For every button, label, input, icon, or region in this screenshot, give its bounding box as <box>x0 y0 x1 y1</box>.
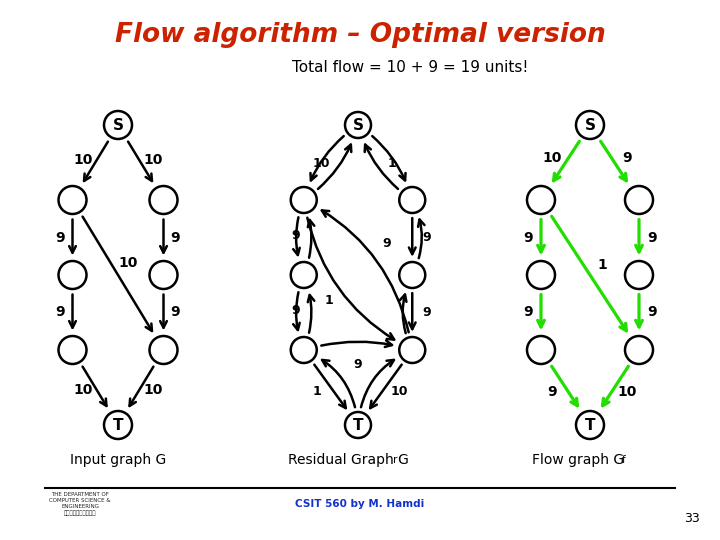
FancyArrowPatch shape <box>307 218 394 340</box>
FancyArrowPatch shape <box>128 141 152 181</box>
FancyArrowPatch shape <box>538 294 544 327</box>
Circle shape <box>576 111 604 139</box>
Text: 1: 1 <box>312 385 321 398</box>
Text: Input graph G: Input graph G <box>70 453 166 467</box>
Text: 9: 9 <box>354 357 362 370</box>
Text: THE DEPARTMENT OF
COMPUTER SCIENCE &
ENGINEERING
計算機科學及工程學系: THE DEPARTMENT OF COMPUTER SCIENCE & ENG… <box>49 492 111 516</box>
Text: 9: 9 <box>422 231 431 244</box>
Text: 9: 9 <box>291 229 300 242</box>
Text: T: T <box>113 417 123 433</box>
Text: T: T <box>353 417 364 433</box>
Text: Total flow = 10 + 9 = 19 units!: Total flow = 10 + 9 = 19 units! <box>292 59 528 75</box>
Text: 9: 9 <box>382 237 391 250</box>
Circle shape <box>345 412 371 438</box>
Text: 9: 9 <box>647 231 657 245</box>
Text: 33: 33 <box>684 511 700 524</box>
Text: f: f <box>622 455 626 465</box>
FancyArrowPatch shape <box>318 145 351 189</box>
FancyArrowPatch shape <box>322 360 355 407</box>
Text: Residual Graph G: Residual Graph G <box>287 453 408 467</box>
Text: 10: 10 <box>143 383 163 397</box>
Circle shape <box>58 261 86 289</box>
Text: 9: 9 <box>291 304 300 317</box>
Text: T: T <box>585 417 595 433</box>
Circle shape <box>150 336 178 364</box>
FancyArrowPatch shape <box>310 136 343 180</box>
Text: 10: 10 <box>73 152 93 166</box>
FancyArrowPatch shape <box>160 219 167 253</box>
Circle shape <box>400 262 426 288</box>
Text: 9: 9 <box>171 306 180 320</box>
FancyArrowPatch shape <box>365 145 398 189</box>
FancyArrowPatch shape <box>69 294 76 328</box>
Circle shape <box>625 186 653 214</box>
Text: S: S <box>353 118 364 132</box>
Circle shape <box>104 411 132 439</box>
Text: 9: 9 <box>422 306 431 319</box>
FancyArrowPatch shape <box>636 294 642 327</box>
Text: Flow graph G: Flow graph G <box>532 453 624 467</box>
FancyArrowPatch shape <box>308 295 315 333</box>
Text: S: S <box>585 118 595 132</box>
FancyArrowPatch shape <box>400 294 406 333</box>
Text: 9: 9 <box>523 306 533 320</box>
Text: 9: 9 <box>623 152 632 165</box>
FancyArrowPatch shape <box>554 141 580 181</box>
FancyArrowPatch shape <box>293 292 300 330</box>
Circle shape <box>345 112 371 138</box>
FancyArrowPatch shape <box>538 219 544 252</box>
FancyArrowPatch shape <box>603 366 629 406</box>
FancyArrowPatch shape <box>322 211 409 332</box>
Circle shape <box>527 186 555 214</box>
Text: 10: 10 <box>118 256 138 270</box>
Circle shape <box>625 261 653 289</box>
Circle shape <box>527 261 555 289</box>
Text: 1: 1 <box>597 258 607 272</box>
Text: CSIT 560 by M. Hamdi: CSIT 560 by M. Hamdi <box>295 499 425 509</box>
FancyArrowPatch shape <box>321 340 392 347</box>
Circle shape <box>150 186 178 214</box>
FancyArrowPatch shape <box>130 367 153 406</box>
Text: 9: 9 <box>55 306 66 320</box>
Circle shape <box>576 411 604 439</box>
FancyArrowPatch shape <box>409 218 415 254</box>
FancyArrowPatch shape <box>600 141 626 181</box>
Text: 9: 9 <box>647 306 657 320</box>
Circle shape <box>291 337 317 363</box>
FancyArrowPatch shape <box>552 366 577 406</box>
Text: Flow algorithm – Optimal version: Flow algorithm – Optimal version <box>114 22 606 48</box>
FancyArrowPatch shape <box>315 364 346 408</box>
Circle shape <box>58 336 86 364</box>
FancyArrowPatch shape <box>84 141 108 181</box>
Circle shape <box>400 337 426 363</box>
FancyArrowPatch shape <box>372 136 405 180</box>
Text: 9: 9 <box>171 231 180 245</box>
Text: 9: 9 <box>523 231 533 245</box>
Circle shape <box>104 111 132 139</box>
Text: 9: 9 <box>548 384 557 399</box>
FancyArrowPatch shape <box>308 220 315 258</box>
Text: 10: 10 <box>618 384 637 399</box>
FancyArrowPatch shape <box>160 294 167 328</box>
Text: 9: 9 <box>55 231 66 245</box>
Circle shape <box>527 336 555 364</box>
Text: 10: 10 <box>73 383 93 397</box>
Circle shape <box>400 187 426 213</box>
Text: S: S <box>112 118 124 132</box>
FancyArrowPatch shape <box>83 217 152 331</box>
FancyArrowPatch shape <box>409 293 415 329</box>
FancyArrowPatch shape <box>361 360 394 407</box>
FancyArrowPatch shape <box>293 217 300 255</box>
Circle shape <box>291 262 317 288</box>
FancyArrowPatch shape <box>552 217 626 330</box>
Text: 10: 10 <box>313 157 330 170</box>
Text: 10: 10 <box>390 385 408 398</box>
Circle shape <box>58 186 86 214</box>
Circle shape <box>291 187 317 213</box>
Text: 1: 1 <box>325 294 333 307</box>
Text: 10: 10 <box>143 152 163 166</box>
FancyArrowPatch shape <box>636 219 642 252</box>
Text: r: r <box>393 455 397 465</box>
Circle shape <box>150 261 178 289</box>
